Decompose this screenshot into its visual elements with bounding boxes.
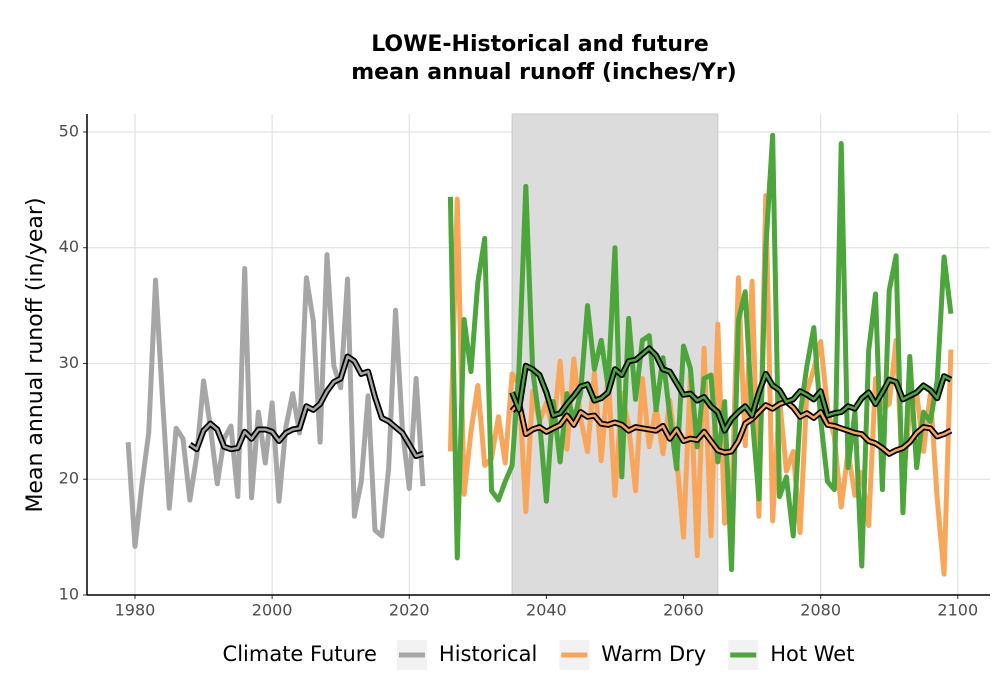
series-line [125,252,426,549]
rolling-mean-line [189,355,424,458]
rolling-mean-line [511,400,952,456]
chart-title: LOWE-Historical and future [371,32,709,57]
legend-title: Climate Future [223,642,377,666]
y-tick-label: 50 [59,121,79,140]
legend-label: Hot Wet [770,642,854,666]
x-tick-label: 2000 [252,601,293,620]
y-tick-label: 20 [59,469,79,488]
x-tick-label: 2100 [937,601,978,620]
x-tick-label: 2020 [389,601,430,620]
legend-label: Warm Dry [601,642,706,666]
y-tick-label: 10 [59,585,79,604]
x-tick-label: 2080 [800,601,841,620]
y-tick-label: 30 [59,353,79,372]
y-axis-title: Mean annual runoff (in/year) [23,197,48,512]
x-tick-label: 2040 [526,601,567,620]
series-line [447,132,954,573]
legend: Climate Future Historical Warm Dry Hot Wet [223,640,854,670]
rolling-mean-line [510,347,952,432]
x-tick-label: 1980 [115,601,156,620]
x-tick-label: 2060 [663,601,704,620]
chart-title: mean annual runoff (inches/Yr) [351,60,737,85]
y-tick-label: 40 [59,237,79,256]
legend-label: Historical [439,642,537,666]
